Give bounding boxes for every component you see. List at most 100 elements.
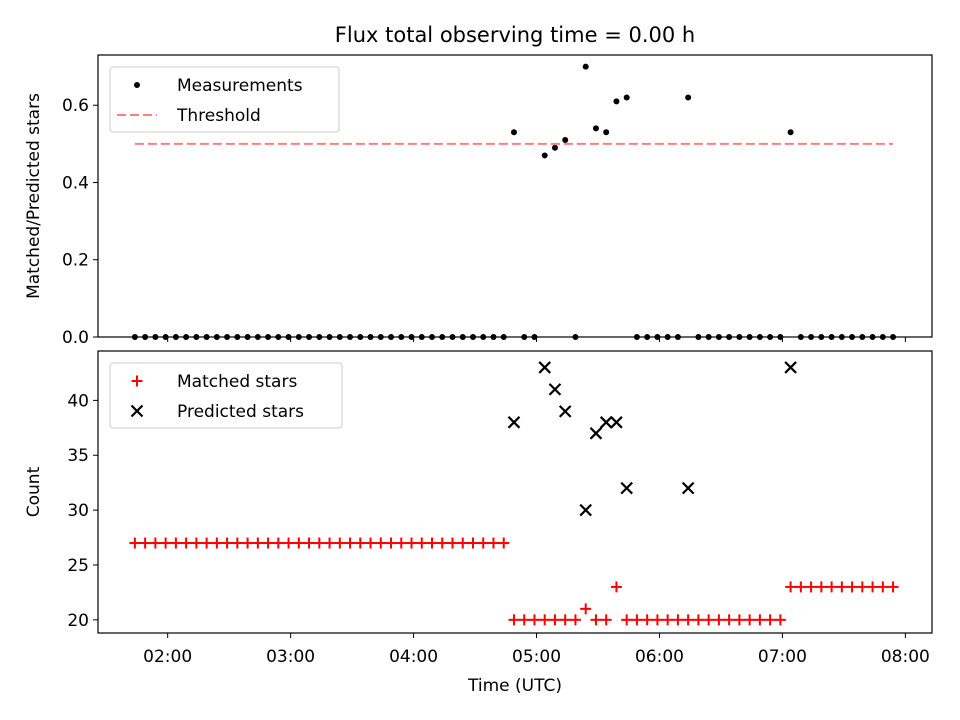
matched-stars-point — [477, 537, 489, 549]
measurement-point — [674, 334, 681, 340]
measurement-point — [787, 129, 794, 136]
y-axis-label: Matched/Predicted stars — [24, 93, 44, 299]
measurement-point — [859, 334, 866, 340]
matched-stars-point — [826, 581, 838, 593]
y-axis-label: Count — [24, 466, 44, 517]
matched-stars-point — [170, 537, 182, 549]
matched-stars-point — [836, 581, 848, 593]
matched-stars-point — [211, 537, 223, 549]
measurement-point — [142, 334, 149, 340]
predicted-stars-point — [538, 361, 551, 374]
measurement-point — [213, 334, 220, 340]
measurement-point — [654, 334, 661, 340]
measurement-point — [295, 334, 302, 340]
measurement-point — [490, 334, 497, 340]
matched-stars-point — [805, 581, 817, 593]
measurement-point — [531, 334, 538, 340]
measurement-point — [275, 334, 282, 340]
measurement-point — [398, 334, 405, 340]
matched-stars-point — [149, 537, 161, 549]
matched-stars-point — [354, 537, 366, 549]
matched-stars-point — [713, 614, 725, 626]
measurement-point — [193, 334, 200, 340]
measurement-point — [715, 334, 722, 340]
measurement-point — [418, 334, 425, 340]
measurement-point — [336, 334, 343, 340]
measurement-point — [500, 334, 507, 340]
x-axis-label: Time (UTC) — [467, 676, 562, 696]
matched-stars-point — [313, 537, 325, 549]
matched-stars-point — [754, 614, 766, 626]
matched-stars-point — [651, 614, 663, 626]
matched-stars-point — [334, 537, 346, 549]
measurement-point — [808, 334, 815, 340]
measurement-point — [480, 334, 487, 340]
legend-label: Matched stars — [177, 372, 297, 392]
matched-stars-point — [508, 614, 520, 626]
x-tick-label: 02:00 — [143, 647, 192, 667]
predicted-stars-point — [548, 383, 562, 396]
measurement-point — [551, 144, 558, 151]
matched-stars-point — [867, 581, 879, 593]
legend-key-measurement — [134, 82, 140, 88]
measurement-point — [459, 334, 466, 340]
measurement-point — [377, 334, 384, 340]
matched-stars-point — [180, 537, 192, 549]
matched-stars-point — [487, 537, 499, 549]
matched-stars-point — [518, 614, 530, 626]
measurement-point — [347, 334, 354, 340]
y-tick-label: 25 — [67, 556, 89, 576]
y-tick-label: 30 — [67, 501, 89, 521]
measurement-point — [818, 334, 825, 340]
y-tick-label: 0.2 — [62, 251, 89, 271]
measurement-point — [357, 334, 364, 340]
legend: Measurements Threshold — [109, 66, 340, 133]
legend-label: Predicted stars — [177, 402, 304, 422]
matched-stars-point — [549, 614, 561, 626]
measurement-point — [849, 334, 856, 340]
measurement-point — [510, 129, 517, 136]
legend-box — [109, 66, 340, 133]
measurement-point — [285, 334, 292, 340]
measurement-point — [890, 334, 897, 340]
measurement-point — [685, 94, 692, 101]
measurement-point — [172, 334, 179, 340]
matched-stars-point — [569, 614, 581, 626]
measurement-point — [152, 334, 159, 340]
matched-stars-point — [252, 537, 264, 549]
measurement-point — [664, 334, 671, 340]
measurement-point — [131, 334, 138, 340]
matched-stars-point — [436, 537, 448, 549]
measurement-point — [521, 334, 528, 340]
matched-stars-point — [262, 537, 274, 549]
matched-stars-point — [785, 581, 797, 593]
x-tick-label: 05:00 — [512, 647, 561, 667]
measurement-point — [572, 334, 579, 340]
matched-stars-point — [139, 537, 151, 549]
matched-stars-point — [856, 581, 868, 593]
predicted-stars-point — [579, 503, 592, 517]
matched-stars-point — [242, 537, 254, 549]
matched-stars-point — [190, 537, 202, 549]
y-tick-label: 20 — [67, 611, 89, 631]
measurement-point — [224, 334, 231, 340]
measurement-point — [879, 334, 886, 340]
matched-stars-point — [447, 537, 459, 549]
measurement-point — [408, 334, 415, 340]
measurement-point — [726, 334, 733, 340]
predicted-stars-point — [610, 416, 623, 429]
legend-label: Measurements — [177, 76, 303, 96]
legend-key-predicted — [130, 404, 144, 418]
measurement-point — [756, 334, 763, 340]
measurement-point — [367, 334, 374, 340]
matched-stars-point — [764, 614, 776, 626]
measurement-point — [613, 98, 620, 105]
matched-stars-point — [303, 537, 315, 549]
measurement-point — [439, 334, 446, 340]
matched-stars-point — [231, 537, 243, 549]
measurement-point — [388, 334, 395, 340]
measurement-point — [746, 334, 753, 340]
matched-stars-point — [426, 537, 438, 549]
measurement-point — [326, 334, 333, 340]
